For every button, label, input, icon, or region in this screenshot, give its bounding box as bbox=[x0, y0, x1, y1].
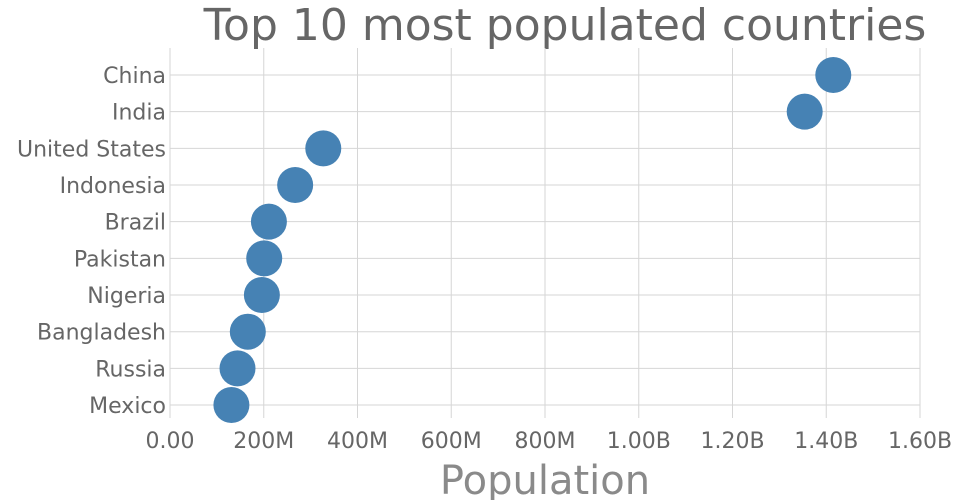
x-axis-label: Population bbox=[440, 458, 650, 500]
y-tick-label: Mexico bbox=[89, 394, 166, 419]
y-tick-label: Pakistan bbox=[74, 247, 166, 272]
y-tick-label: Brazil bbox=[105, 211, 166, 236]
y-tick-label: Indonesia bbox=[60, 174, 166, 199]
y-tick-label: Russia bbox=[95, 357, 166, 382]
y-tick-label: United States bbox=[17, 137, 166, 162]
data-point[interactable] bbox=[213, 387, 250, 424]
x-axis-ticks: 0.00 200M 400M 600M 800M 1.00B 1.20B 1.40B 1.60B bbox=[146, 429, 953, 454]
x-tick-label: 1.40B bbox=[794, 429, 858, 454]
data-point[interactable] bbox=[786, 93, 823, 130]
data-point[interactable] bbox=[246, 240, 283, 277]
x-tick-label: 400M bbox=[327, 429, 388, 454]
data-point[interactable] bbox=[229, 313, 266, 350]
y-tick-label: Nigeria bbox=[87, 284, 166, 309]
x-tick-label: 800M bbox=[515, 429, 576, 454]
x-tick-label: 1.60B bbox=[888, 429, 952, 454]
chart-title: Top 10 most populated countries bbox=[203, 0, 927, 51]
x-tick-label: 200M bbox=[233, 429, 294, 454]
y-tick-label: Bangladesh bbox=[37, 321, 166, 346]
data-point[interactable] bbox=[305, 130, 342, 167]
data-point[interactable] bbox=[250, 203, 287, 240]
x-tick-label: 1.20B bbox=[700, 429, 764, 454]
data-point[interactable] bbox=[815, 57, 852, 93]
data-point[interactable] bbox=[243, 277, 280, 314]
x-tick-label: 0.00 bbox=[146, 429, 195, 454]
data-point[interactable] bbox=[277, 167, 314, 204]
y-tick-label: China bbox=[103, 64, 166, 89]
x-tick-label: 600M bbox=[421, 429, 482, 454]
y-tick-label: India bbox=[112, 101, 166, 126]
data-points bbox=[213, 57, 852, 424]
grid bbox=[169, 48, 921, 418]
data-point[interactable] bbox=[219, 350, 256, 387]
x-tick-label: 1.00B bbox=[607, 429, 671, 454]
y-axis-ticks: China India United States Indonesia Brazil Pa… bbox=[17, 64, 166, 419]
